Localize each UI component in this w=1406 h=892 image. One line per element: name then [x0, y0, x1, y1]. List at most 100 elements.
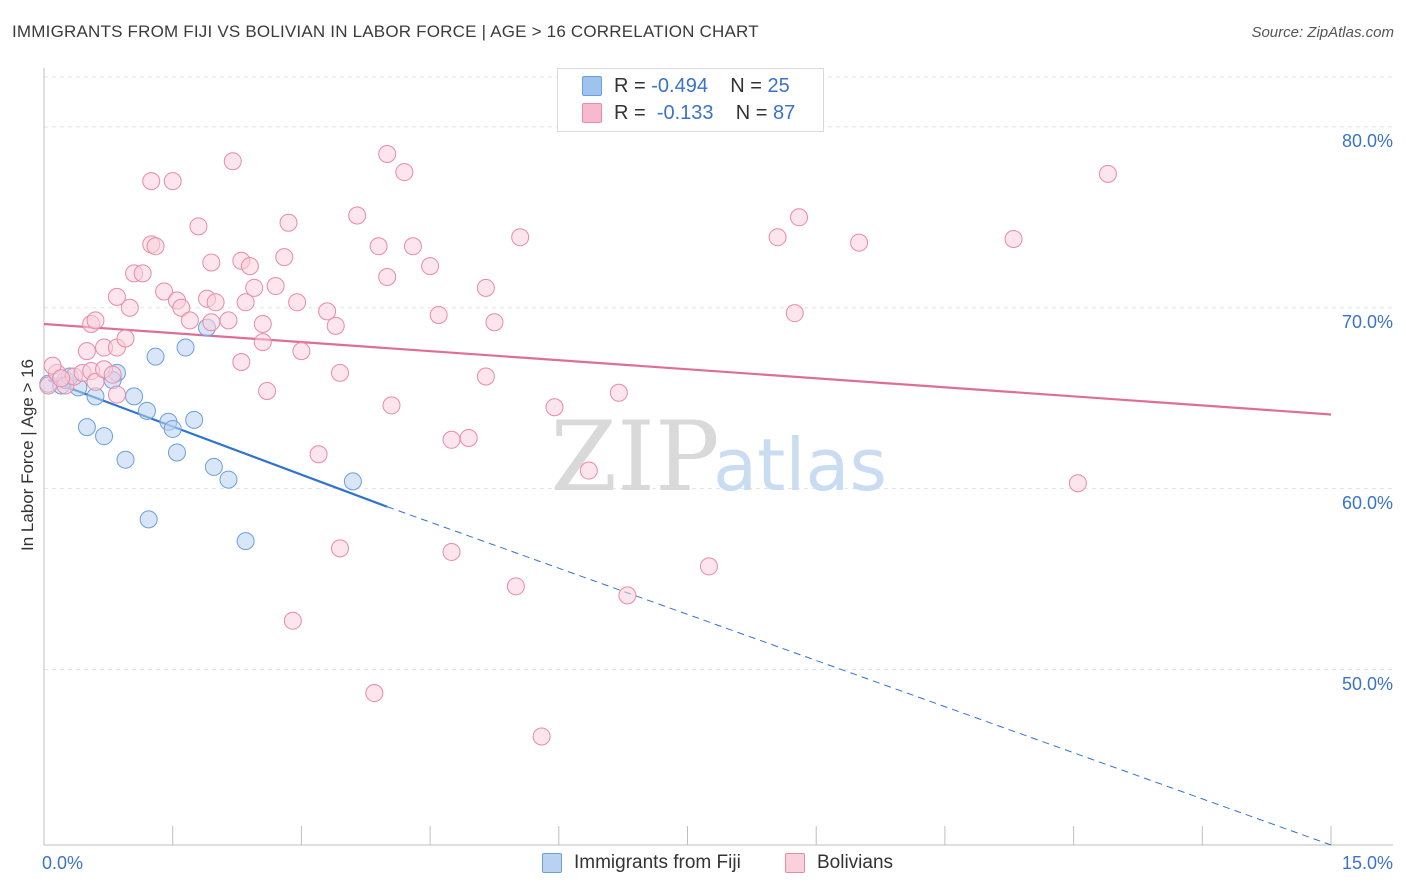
data-point: [120, 298, 139, 317]
legend-swatch-bolivians: [582, 103, 602, 123]
data-point: [116, 450, 135, 469]
data-point: [206, 293, 225, 312]
data-point: [609, 383, 628, 402]
data-point: [232, 353, 251, 372]
y-tick-label: 70.0%: [1341, 311, 1393, 332]
data-point: [365, 684, 384, 703]
data-point: [579, 461, 598, 480]
x-tick-label-left: 0.0%: [42, 853, 84, 873]
watermark-zip: ZIP: [550, 401, 719, 513]
data-point: [103, 365, 122, 384]
data-point: [163, 172, 182, 191]
correlation-legend: R = -0.494 N = 25 R = -0.133 N = 87: [557, 68, 824, 132]
data-point: [146, 347, 165, 366]
data-point: [459, 428, 478, 447]
y-tick-label: 50.0%: [1341, 673, 1393, 694]
data-point: [202, 253, 221, 272]
data-points: [39, 144, 1117, 746]
data-point: [331, 363, 350, 382]
data-point: [202, 313, 221, 332]
data-point: [167, 443, 186, 462]
data-point: [618, 586, 637, 605]
data-point: [442, 542, 461, 561]
data-point: [545, 398, 564, 417]
legend-r-value: -0.494: [651, 75, 708, 97]
trend-line: [47, 379, 388, 508]
data-point: [107, 287, 126, 306]
data-point: [107, 385, 126, 404]
data-point: [476, 367, 495, 386]
data-point: [245, 278, 264, 297]
data-point: [240, 257, 259, 276]
data-point: [279, 213, 298, 232]
legend-n-label: N =: [735, 102, 768, 124]
legend-swatch-fiji: [582, 76, 602, 96]
legend-r-value: -0.133: [656, 102, 714, 124]
data-point: [77, 342, 96, 361]
data-point: [532, 727, 551, 746]
data-point: [699, 557, 718, 576]
data-point: [125, 387, 144, 406]
bottom-legend-label-fiji: Immigrants from Fiji: [574, 852, 741, 873]
data-point: [1098, 164, 1117, 183]
watermark: ZIP atlas: [550, 401, 887, 513]
data-point: [258, 381, 277, 400]
data-point: [163, 419, 182, 438]
x-tick-label-right: 15.0%: [1341, 853, 1393, 873]
legend-n-value: 25: [767, 75, 790, 97]
data-point: [288, 293, 307, 312]
watermark-atlas: atlas: [713, 423, 887, 507]
data-point: [343, 472, 362, 491]
data-point: [283, 611, 302, 630]
chart-source: Source: ZipAtlas.com: [1251, 24, 1394, 41]
chart-title: IMMIGRANTS FROM FIJI VS BOLIVIAN IN LABO…: [12, 22, 759, 41]
data-point: [429, 305, 448, 324]
data-point: [369, 237, 388, 256]
data-point: [1004, 229, 1023, 248]
data-point: [86, 311, 105, 330]
data-point: [378, 144, 397, 163]
data-point: [326, 316, 345, 335]
data-point: [292, 342, 311, 361]
legend-n-value: 87: [773, 102, 796, 124]
data-point: [137, 401, 156, 420]
data-point: [768, 228, 787, 247]
data-point: [850, 233, 869, 252]
data-point: [348, 206, 367, 225]
data-point: [1068, 474, 1087, 493]
bottom-legend-swatch-bolivians: [785, 853, 805, 873]
data-point: [236, 293, 255, 312]
series-bolivians: [39, 144, 1117, 746]
data-point: [204, 457, 223, 476]
data-point: [331, 539, 350, 558]
data-point: [95, 427, 114, 446]
data-point: [155, 282, 174, 301]
data-point: [142, 172, 161, 191]
data-point: [318, 302, 337, 321]
data-point: [395, 163, 414, 182]
data-point: [139, 510, 158, 529]
data-point: [219, 311, 238, 330]
legend-r-label: R =: [614, 102, 646, 124]
data-point: [185, 410, 204, 429]
data-point: [476, 278, 495, 297]
data-point: [146, 237, 165, 256]
data-point: [116, 329, 135, 348]
data-point: [511, 228, 530, 247]
data-point: [485, 313, 504, 332]
data-point: [86, 372, 105, 391]
data-point: [43, 356, 62, 375]
data-point: [236, 532, 255, 551]
data-point: [309, 445, 328, 464]
data-point: [790, 208, 809, 227]
data-point: [219, 470, 238, 489]
grid-lines: [44, 76, 1393, 671]
legend-n-label: N =: [730, 75, 762, 97]
data-point: [506, 577, 525, 596]
data-point: [275, 248, 294, 267]
data-point: [253, 315, 272, 334]
y-tick-label: 80.0%: [1341, 130, 1393, 151]
data-point: [133, 264, 152, 283]
data-point: [266, 277, 285, 296]
data-point: [378, 267, 397, 286]
